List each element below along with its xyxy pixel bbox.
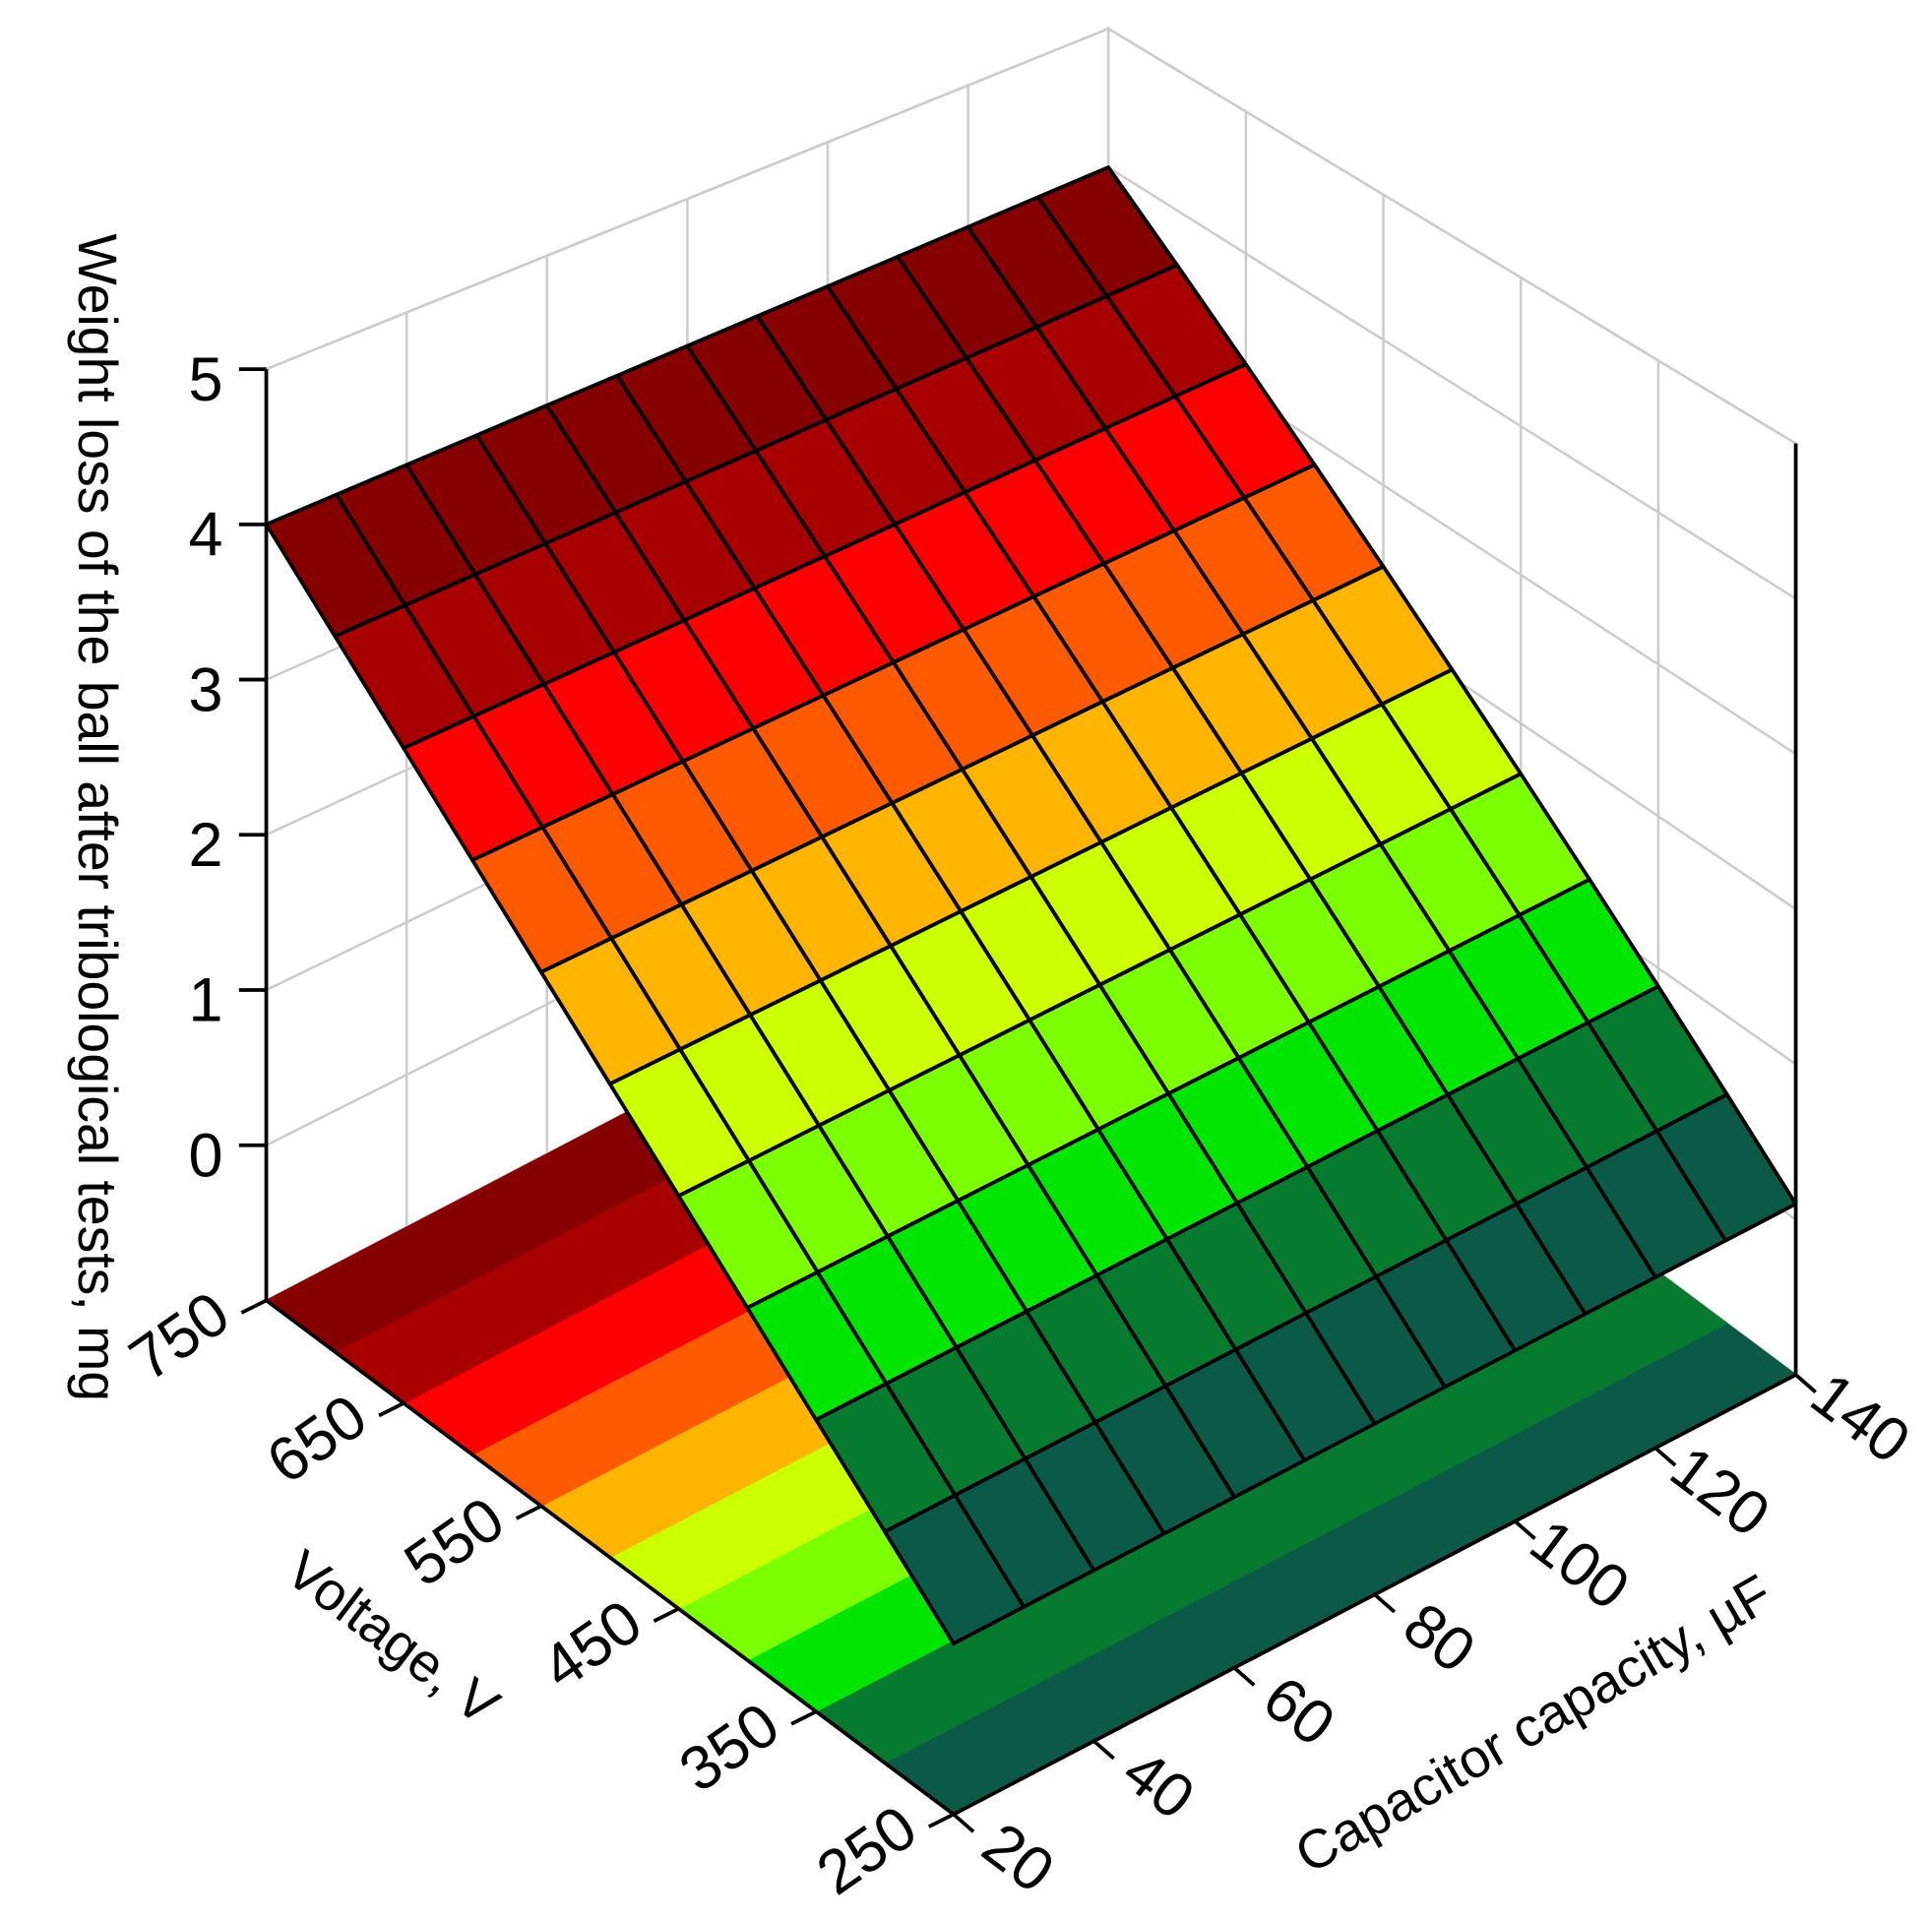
grid-line [266, 27, 1797, 445]
x-tick-label: 120 [1658, 1433, 1782, 1550]
x-tick [952, 1813, 975, 1833]
x-tick-label: 20 [969, 1810, 1066, 1906]
y-tick [378, 1401, 405, 1418]
axis-line [265, 1298, 956, 1817]
y-tick-label: 550 [393, 1484, 517, 1600]
z-tick-label: 3 [189, 655, 223, 724]
x-tick [1373, 1592, 1397, 1614]
x-tick-label: 100 [1518, 1507, 1642, 1624]
x-tick-label: 60 [1251, 1663, 1347, 1760]
x-tick [1794, 1373, 1817, 1394]
x-tick [1092, 1739, 1115, 1761]
x-tick [1653, 1446, 1677, 1467]
x-tick-label: 40 [1110, 1736, 1207, 1832]
z-axis-title: Weight loss of the ball after tribologic… [67, 233, 128, 1401]
z-tick-label: 4 [189, 501, 223, 570]
y-tick-label: 750 [117, 1278, 241, 1394]
y-tick-label: 650 [255, 1382, 379, 1498]
z-tick-label: 5 [189, 345, 223, 414]
x-tick-label: 140 [1798, 1360, 1922, 1477]
y-tick [240, 1298, 268, 1315]
x-tick [1514, 1519, 1536, 1540]
z-tick-label: 2 [189, 811, 223, 880]
x-tick [1232, 1666, 1256, 1687]
x-axis-title: Capacitor capacity, µF [1284, 1563, 1781, 1886]
y-tick-label: 450 [530, 1587, 654, 1704]
z-tick-label: 0 [189, 1121, 223, 1190]
y-tick [515, 1504, 542, 1520]
y-tick-label: 350 [667, 1690, 791, 1806]
y-tick [790, 1709, 818, 1726]
x-tick-label: 80 [1391, 1590, 1487, 1687]
y-tick-label: 250 [805, 1793, 929, 1909]
y-tick [653, 1607, 680, 1624]
z-tick-label: 1 [189, 966, 223, 1035]
surface-cell [883, 1493, 1027, 1645]
y-tick [927, 1812, 955, 1828]
